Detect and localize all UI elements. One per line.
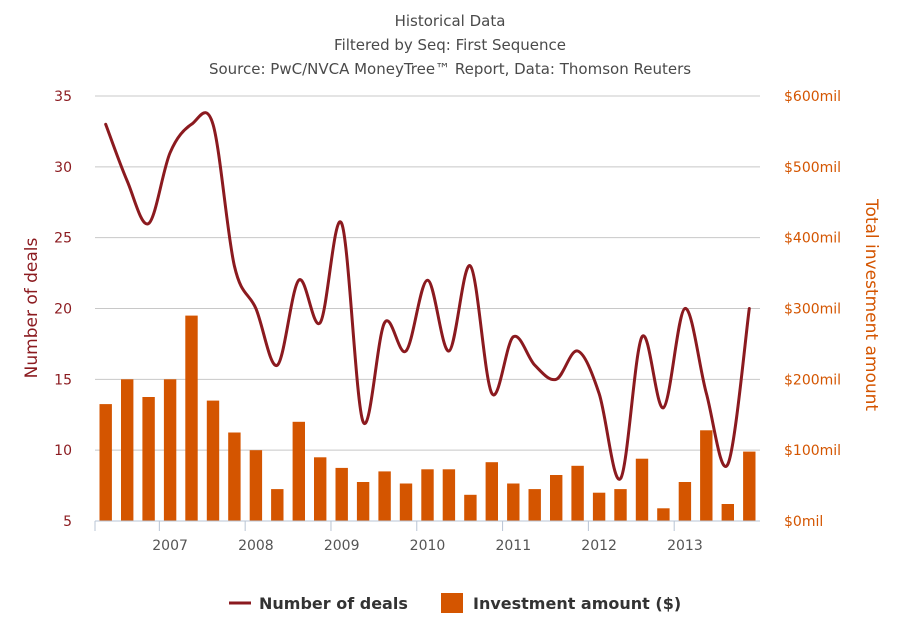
- right-tick-label: $200mil: [784, 372, 841, 388]
- left-tick-label: 20: [54, 302, 72, 318]
- left-tick-label: 25: [54, 231, 72, 247]
- axes: [94, 520, 760, 531]
- investment-bar[interactable]: [249, 450, 263, 521]
- investment-bar[interactable]: [700, 430, 713, 521]
- investment-bar[interactable]: [335, 467, 348, 521]
- chart-subtitle-1: Filtered by Seq: First Sequence: [334, 36, 566, 54]
- investment-bar[interactable]: [550, 475, 563, 521]
- chart-title: Historical Data: [395, 12, 506, 30]
- chart-titles: Historical Data Filtered by Seq: First S…: [209, 12, 691, 78]
- x-tick-label: 2008: [238, 538, 274, 554]
- investment-bar[interactable]: [657, 508, 670, 522]
- right-axis-title: Total investment amount: [861, 198, 881, 411]
- x-tick-label: 2010: [410, 538, 446, 554]
- right-tick-label: $400mil: [784, 231, 841, 247]
- legend-line-label: Number of deals: [259, 594, 408, 613]
- right-tick-label: $500mil: [784, 160, 841, 176]
- investment-bar[interactable]: [163, 379, 177, 521]
- investment-bar[interactable]: [592, 492, 606, 521]
- right-tick-label: $300mil: [784, 302, 841, 318]
- left-tick-label: 35: [54, 89, 72, 105]
- deals-line[interactable]: [104, 111, 751, 481]
- legend[interactable]: Number of deals Investment amount ($): [229, 593, 681, 613]
- investment-bar[interactable]: [99, 404, 112, 521]
- chart-subtitle-2: Source: PwC/NVCA MoneyTree™ Report, Data…: [209, 60, 691, 78]
- x-tick-label: 2011: [495, 538, 531, 554]
- right-tick-label: $100mil: [784, 443, 841, 459]
- investment-bar[interactable]: [228, 432, 241, 522]
- x-axis-ticks: 2007 2008 2009 2010 2011 2012 2013: [152, 521, 703, 554]
- investment-bar[interactable]: [721, 504, 734, 521]
- investment-bar[interactable]: [743, 451, 756, 521]
- left-tick-label: 30: [54, 160, 72, 176]
- legend-bar-swatch: [441, 593, 463, 613]
- legend-bar-label: Investment amount ($): [473, 594, 681, 613]
- deals-line-group: [104, 111, 751, 481]
- left-tick-label: 10: [54, 443, 72, 459]
- investment-bar[interactable]: [185, 315, 198, 521]
- investment-bar[interactable]: [635, 458, 649, 521]
- investment-bar[interactable]: [206, 400, 220, 521]
- x-tick-label: 2007: [152, 538, 188, 554]
- left-axis-ticks: 5 10 15 20 25 30 35: [54, 89, 72, 530]
- left-axis-title: Number of deals: [22, 237, 42, 378]
- investment-bar[interactable]: [571, 465, 584, 522]
- investment-bar[interactable]: [378, 471, 391, 521]
- left-tick-label: 5: [63, 514, 72, 530]
- investment-bars: [99, 315, 756, 522]
- investment-bar[interactable]: [464, 494, 477, 521]
- investment-bar[interactable]: [485, 462, 498, 521]
- right-tick-label: $600mil: [784, 89, 841, 105]
- investment-bar[interactable]: [142, 397, 155, 521]
- x-tick-label: 2012: [581, 538, 617, 554]
- investment-bar[interactable]: [442, 469, 456, 521]
- investment-bar[interactable]: [399, 483, 413, 522]
- right-tick-label: $0mil: [784, 514, 823, 530]
- investment-bar[interactable]: [356, 482, 370, 521]
- investment-bar[interactable]: [528, 489, 541, 521]
- x-tick-label: 2013: [667, 538, 703, 554]
- left-tick-label: 15: [54, 372, 72, 388]
- x-tick-label: 2009: [324, 538, 360, 554]
- investment-bar[interactable]: [678, 482, 692, 521]
- right-axis-ticks: $0mil $100mil $200mil $300mil $400mil $500mil…: [784, 89, 841, 530]
- investment-bar[interactable]: [507, 483, 520, 522]
- investment-bar[interactable]: [271, 489, 284, 521]
- gridlines: [95, 95, 760, 451]
- investment-bar[interactable]: [421, 469, 434, 521]
- investment-bar[interactable]: [314, 457, 327, 522]
- investment-bar[interactable]: [614, 489, 627, 521]
- investment-bar[interactable]: [292, 421, 305, 521]
- investment-bar[interactable]: [121, 379, 134, 521]
